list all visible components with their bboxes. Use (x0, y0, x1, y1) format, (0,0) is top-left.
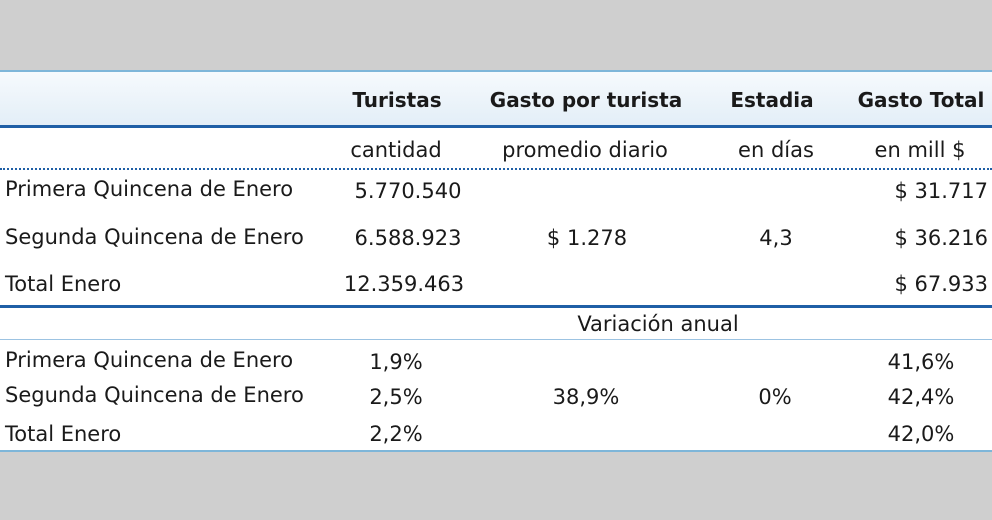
header-turistas: Turistas (352, 88, 442, 112)
row-gasto-total: $ 36.216 (894, 226, 988, 250)
row-turistas: 6.588.923 (354, 226, 462, 250)
row-turistas: 1,9% (369, 350, 423, 374)
row-label: Primera Quincena de Enero (5, 348, 294, 372)
row-gasto-total: $ 67.933 (894, 272, 988, 296)
row-turistas: 2,2% (369, 422, 423, 446)
header-gasto-por-turista: Gasto por turista (489, 88, 683, 112)
row-label: Primera Quincena de Enero (5, 177, 294, 201)
gasto-por-turista-value: $ 1.278 (546, 226, 628, 250)
unit-turistas: cantidad (350, 138, 442, 162)
row-turistas: 12.359.463 (343, 272, 465, 296)
row-gasto-total: 41,6% (887, 350, 955, 374)
var-estadia-value: 0% (758, 385, 792, 409)
unit-estadia: en días (738, 138, 814, 162)
header-gasto-total: Gasto Total (857, 88, 985, 112)
table-header: Turistas Gasto por turista Estadia Gasto… (0, 72, 992, 128)
row-gasto-total: $ 31.717 (894, 179, 988, 203)
var-gasto-por-turista-value: 38,9% (552, 385, 620, 409)
row-turistas: 5.770.540 (354, 179, 462, 203)
row-label: Segunda Quincena de Enero (5, 383, 304, 407)
tourism-table: Turistas Gasto por turista Estadia Gasto… (0, 70, 992, 452)
unit-gasto-por-turista: promedio diario (502, 138, 668, 162)
row-label: Total Enero (5, 422, 122, 446)
thin-divider (0, 339, 992, 340)
row-label: Total Enero (5, 272, 122, 296)
row-turistas: 2,5% (369, 385, 423, 409)
section-divider (0, 305, 992, 308)
row-gasto-total: 42,0% (887, 422, 955, 446)
header-estadia: Estadia (730, 88, 814, 112)
unit-gasto-total: en mill $ (874, 138, 966, 162)
variacion-anual-title: Variación anual (577, 312, 739, 336)
estadia-value: 4,3 (759, 226, 793, 250)
row-gasto-total: 42,4% (887, 385, 955, 409)
row-label: Segunda Quincena de Enero (5, 225, 304, 249)
dotted-divider (0, 168, 992, 170)
